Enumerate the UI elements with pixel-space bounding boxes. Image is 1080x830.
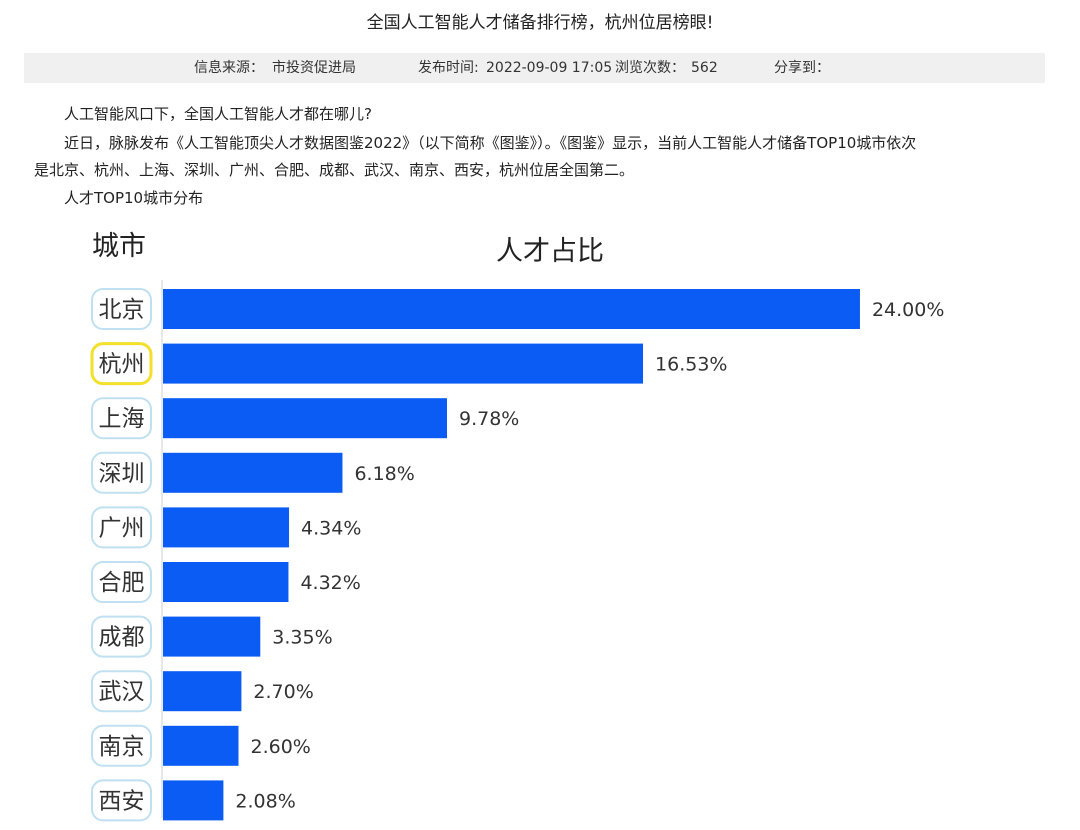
category-label: 上海 (99, 406, 145, 432)
category-label-box-row-2 (91, 397, 152, 440)
category-label-box-row-8 (91, 724, 152, 767)
value-label: 4.32% (300, 572, 360, 594)
bar-row-0 (163, 289, 860, 329)
share-label[interactable]: 分享到： (774, 60, 830, 76)
category-label: 广州 (99, 515, 145, 541)
category-label: 深圳 (99, 461, 145, 487)
category-label-box-row-7 (91, 670, 152, 713)
value-label: 6.18% (354, 463, 414, 485)
article-title: 全国人工智能人才储备排行榜，杭州位居榜眼! (366, 13, 714, 33)
category-label-box-row-5 (91, 561, 152, 603)
chart-category-axis-label: 城市 (92, 231, 146, 262)
value-label: 24.00% (872, 299, 944, 321)
category-label-box-row-0 (91, 288, 152, 330)
bar-row-8 (163, 725, 239, 766)
views-count: 562 (691, 60, 718, 76)
bar-row-2 (163, 398, 448, 439)
value-label: 16.53% (655, 354, 727, 376)
value-label: 2.60% (251, 736, 311, 758)
category-label: 武汉 (99, 679, 145, 705)
value-label: 2.70% (253, 681, 313, 703)
views-label: 浏览次数： (615, 60, 685, 76)
bar-row-6 (163, 616, 261, 657)
category-label: 成都 (99, 625, 145, 651)
category-label-box-row-9 (91, 779, 152, 822)
bar-row-3 (163, 452, 343, 493)
bar-row-4 (163, 507, 290, 548)
chart-bars: 北京 24.00% 杭州 16.53% 上海 9.78% 深圳 6.18% 广州 4.34% 合肥 4… (90, 288, 944, 822)
paragraph-body-line1: 近日，脉脉发布《人工智能顶尖人才数据图鉴2022》（以下简称《图鉴》）。《图鉴》… (64, 134, 917, 152)
value-label: 4.34% (301, 517, 361, 539)
source-value: 市投资促进局 (272, 60, 356, 76)
article-meta-bar: 信息来源： 市投资促进局 发布时间: 2022-09-09 17:05 浏览次数… (24, 53, 1045, 83)
bar-row-9 (163, 780, 224, 821)
bar-row-5 (163, 562, 289, 602)
publish-label: 发布时间: (418, 60, 479, 76)
source-label: 信息来源： (194, 60, 264, 76)
value-label: 9.78% (459, 408, 519, 430)
category-label-box-row-6 (91, 615, 152, 658)
category-label: 北京 (99, 297, 145, 323)
category-label: 杭州 (99, 352, 145, 378)
value-label: 3.35% (272, 627, 332, 649)
category-label-box-row-4 (91, 506, 152, 549)
category-label: 西安 (99, 788, 145, 814)
category-label: 南京 (99, 734, 145, 760)
chart-title: 人才占比 (496, 236, 604, 267)
bar-row-7 (163, 671, 242, 712)
paragraph-intro: 人工智能风口下，全国人工智能人才都在哪儿? (64, 105, 372, 123)
publish-time: 2022-09-09 17:05 (486, 60, 613, 76)
category-label-box-row-1 (90, 342, 153, 386)
value-label: 2.08% (235, 790, 295, 812)
bar-row-1 (163, 343, 644, 384)
category-label: 合肥 (99, 570, 145, 596)
paragraph-chart-caption: 人才TOP10城市分布 (64, 189, 204, 207)
category-label-box-row-3 (91, 451, 152, 494)
city-talent-bar-chart: 城市 人才占比 北京 24.00% 杭州 16.53% 上海 9.78% 深圳 6.18% 广州… (90, 231, 944, 822)
paragraph-body-line2: 是北京、杭州、上海、深圳、广州、合肥、成都、武汉、南京、西安，杭州位居全国第二。 (34, 161, 635, 179)
